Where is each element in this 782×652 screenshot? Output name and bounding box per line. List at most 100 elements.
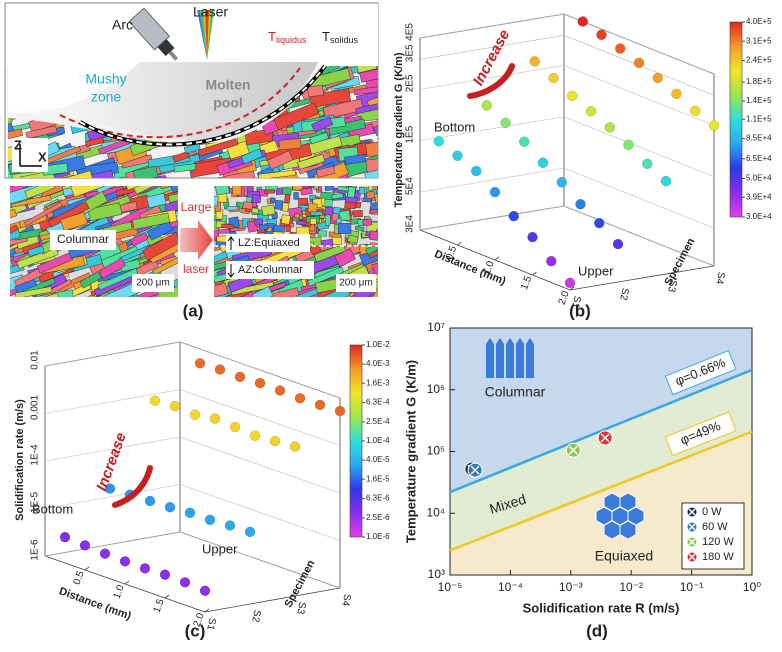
annotation-upper: Upper	[202, 541, 238, 556]
columnar-icon	[486, 338, 494, 378]
grain	[304, 186, 317, 189]
annotation-bottom: Bottom	[434, 119, 475, 134]
label-az: AZ:Columnar	[238, 264, 303, 276]
grid-line	[419, 65, 565, 90]
axis-x: X	[38, 149, 47, 164]
point	[556, 177, 567, 188]
grain	[275, 179, 282, 185]
point	[214, 364, 226, 375]
grain	[337, 186, 349, 192]
scale-box	[336, 274, 376, 292]
grain	[347, 186, 356, 199]
grid-line	[179, 341, 341, 399]
grain	[285, 225, 292, 233]
phi-line	[449, 368, 753, 494]
label-molten-pool: pool	[213, 95, 243, 111]
grain	[339, 186, 353, 187]
grain	[132, 165, 159, 178]
grain	[380, 215, 388, 221]
grain	[339, 210, 351, 222]
grid-line	[419, 205, 565, 231]
grain	[352, 210, 363, 218]
y-tick-label: S1	[569, 295, 582, 309]
grain	[14, 286, 53, 297]
grain	[242, 201, 254, 210]
grid-line	[563, 65, 715, 126]
grain	[16, 247, 59, 269]
grain	[214, 194, 219, 207]
label-box	[50, 230, 116, 250]
point	[577, 16, 588, 27]
point	[144, 495, 156, 507]
colorbar-label: 1.0E-2	[366, 340, 390, 349]
grain	[79, 271, 102, 289]
grain	[377, 228, 378, 235]
grain	[362, 218, 373, 226]
axis-arrows	[19, 144, 42, 167]
colorbar-label: 1.0E-4	[366, 436, 390, 445]
grain	[227, 275, 254, 293]
grain	[214, 282, 229, 297]
point	[164, 502, 176, 513]
point	[184, 507, 196, 519]
x-tick-label: 10⁻³	[559, 580, 583, 594]
colorbar-label: 1.8E+5	[746, 77, 772, 86]
x-axis-title: Solidification rate R (m/s)	[523, 600, 680, 615]
colorbar-label: 1.6E-5	[366, 474, 390, 483]
point	[537, 157, 549, 169]
grain	[183, 143, 201, 154]
grain	[169, 186, 178, 194]
colorbar-label: 6.3E-6	[366, 494, 390, 503]
marker-cross	[470, 465, 480, 475]
grain	[226, 206, 238, 211]
grain	[146, 220, 174, 241]
colorbar-label: 2.4E+5	[746, 56, 772, 65]
grain	[372, 119, 378, 136]
grain	[132, 186, 176, 195]
point	[690, 105, 701, 117]
z-tick-label: 1E5	[405, 125, 416, 143]
point	[209, 413, 221, 424]
grain	[377, 190, 378, 201]
point	[652, 72, 663, 84]
grain	[202, 213, 212, 221]
point	[139, 563, 151, 574]
x-tick	[124, 580, 130, 585]
x-tick	[532, 271, 537, 276]
grain	[266, 150, 294, 170]
point	[59, 531, 71, 543]
z-tick-label: 5E4	[405, 177, 416, 195]
colorbar-label: 3.0E+4	[746, 212, 772, 221]
marker-cross	[688, 553, 696, 561]
point	[179, 577, 191, 588]
grain	[214, 229, 219, 239]
grain	[354, 225, 365, 232]
colorbar-label: 2.5E-4	[366, 417, 390, 426]
annotation-increase: Increase	[93, 430, 130, 493]
grain	[177, 186, 178, 202]
grain	[307, 186, 316, 188]
grain	[251, 207, 259, 214]
point	[269, 435, 281, 447]
grain	[347, 234, 359, 244]
grain	[27, 245, 45, 257]
grain	[365, 140, 378, 158]
colorbar-label: 2.5E-6	[366, 513, 390, 522]
point	[527, 231, 538, 243]
grain	[251, 286, 274, 297]
grain	[300, 178, 308, 183]
point	[169, 400, 181, 412]
y-tick-label: S3	[294, 601, 307, 615]
scale-box	[132, 274, 174, 292]
increase-arrow	[467, 63, 515, 99]
grain	[322, 98, 364, 120]
grain	[380, 221, 389, 227]
y-tick-label: S4	[713, 271, 726, 285]
x-tick-label: 1.0	[112, 583, 127, 600]
label-columnar: Columnar	[57, 232, 109, 246]
point	[612, 238, 624, 250]
point	[254, 377, 266, 389]
z-tick-label: 1E-4	[30, 444, 41, 466]
grain	[215, 169, 257, 178]
